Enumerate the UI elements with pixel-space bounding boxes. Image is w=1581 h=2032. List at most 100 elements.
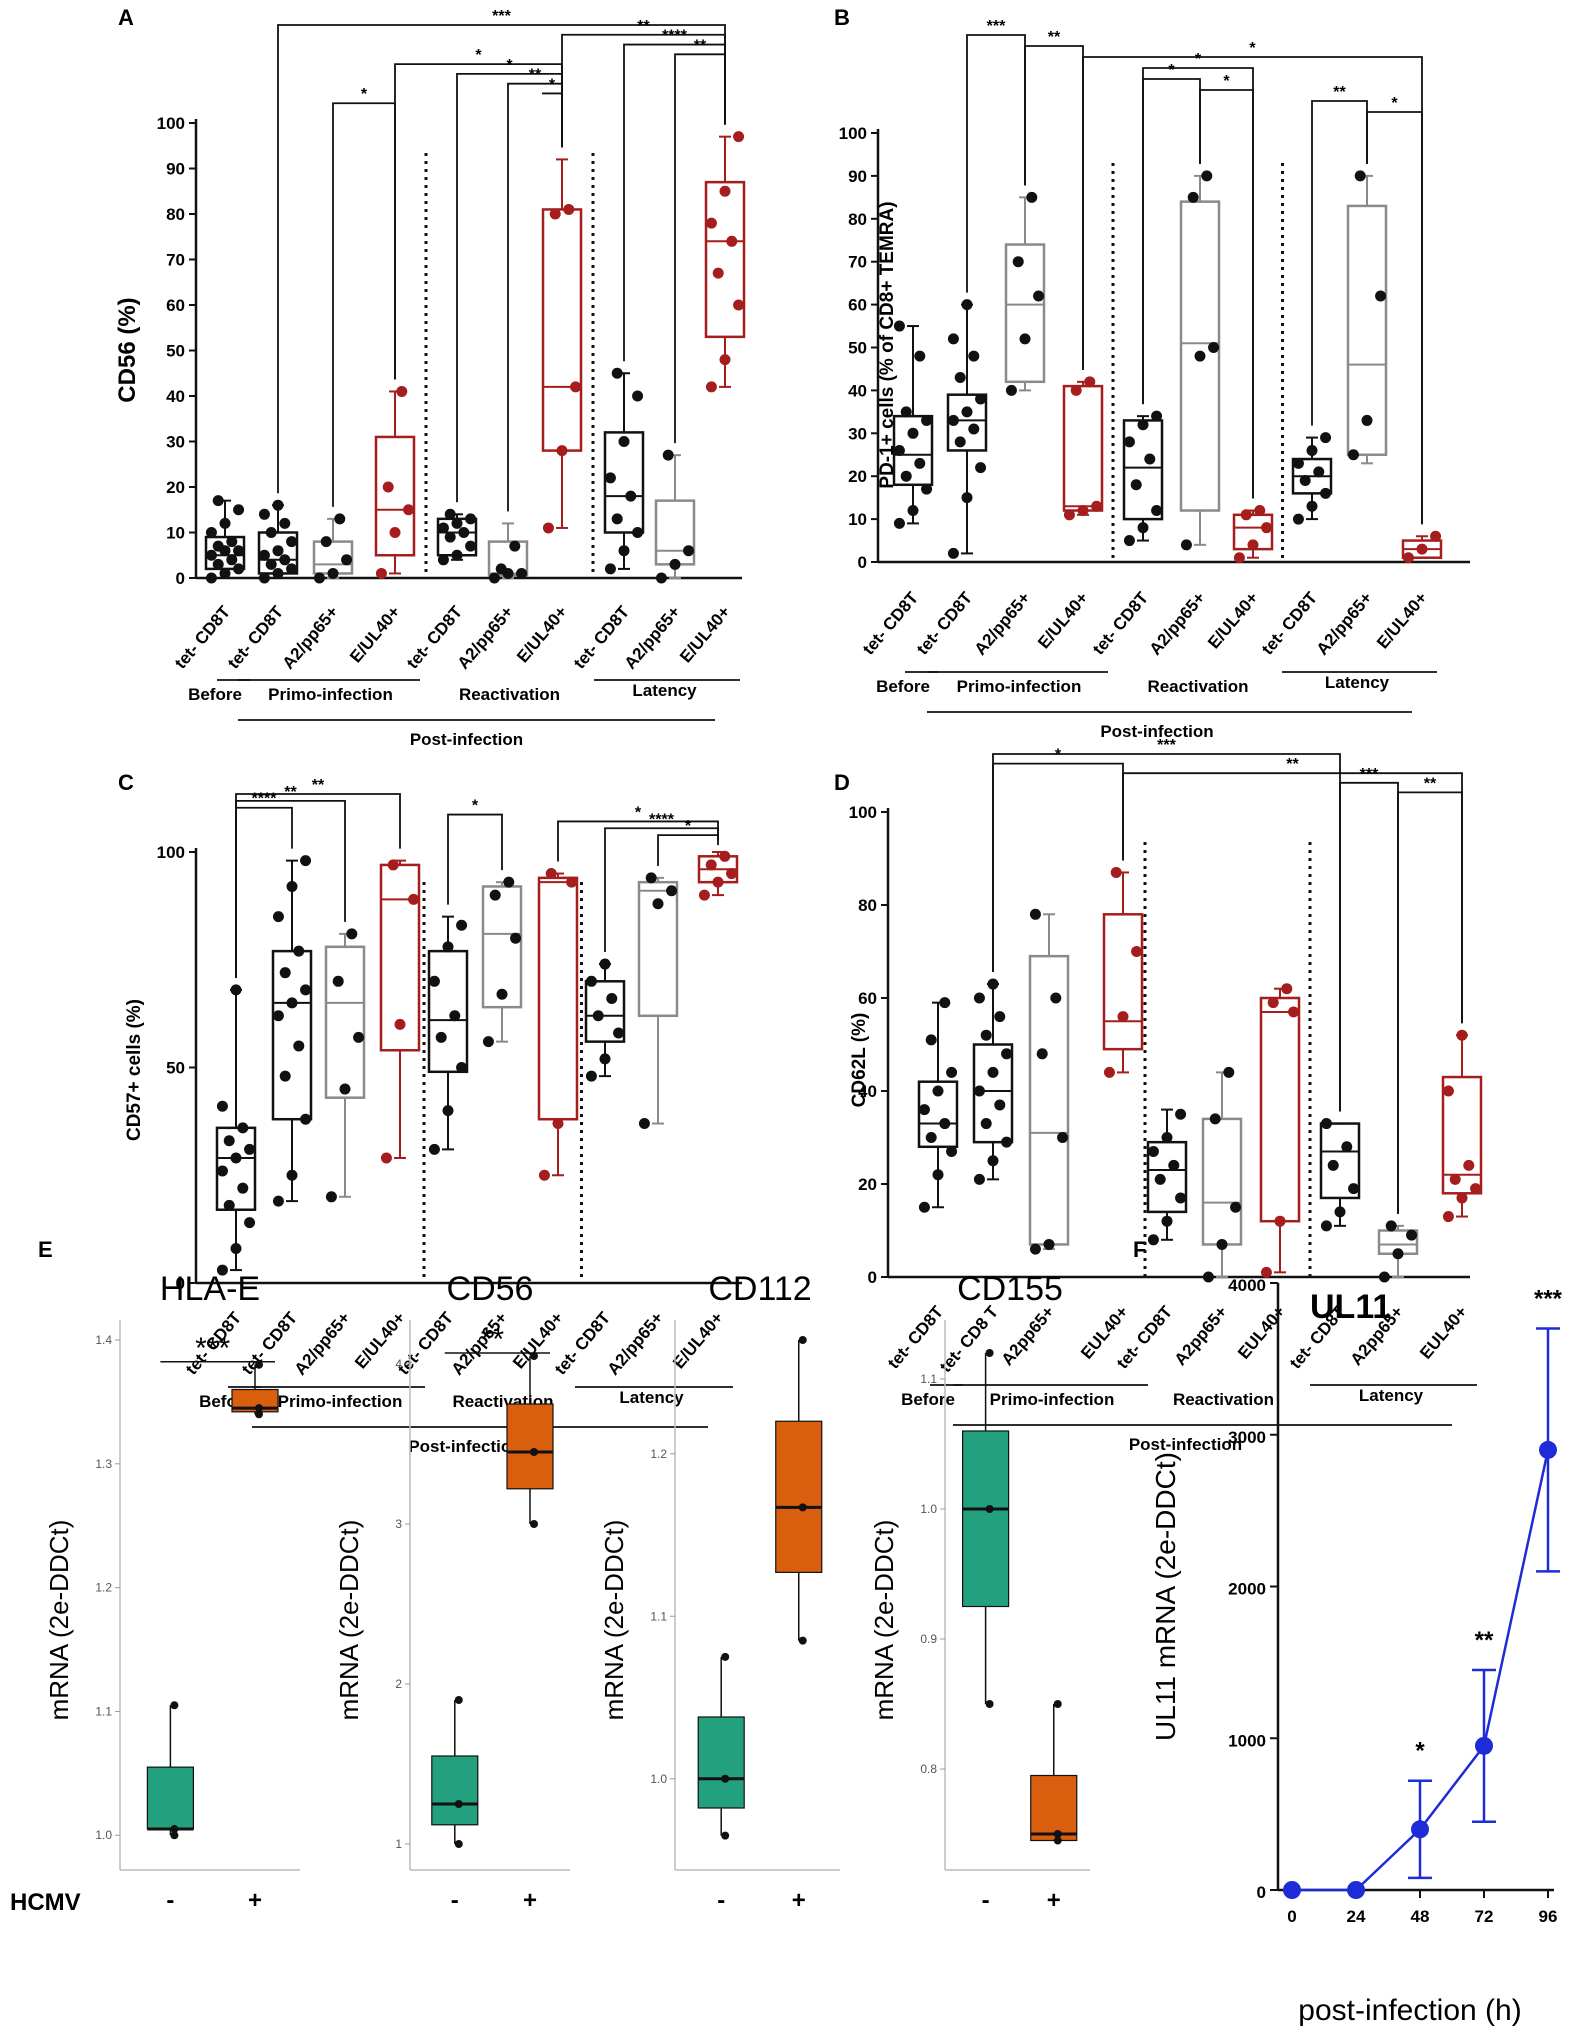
group-label-latency: Latency	[1359, 1386, 1424, 1405]
y-tick-label: 20	[858, 1175, 877, 1194]
data-point	[1240, 509, 1252, 521]
data-point	[632, 527, 644, 538]
data-point	[216, 1264, 228, 1276]
y-tick-label: 1000	[1228, 1731, 1266, 1750]
data-point	[918, 1104, 930, 1116]
data-point	[456, 919, 468, 931]
box-iqr	[215, 1126, 257, 1211]
significance-bracket: ***	[966, 18, 1026, 293]
group-label-post: Post-infection	[1100, 722, 1213, 741]
data-point	[216, 1165, 228, 1177]
data-point	[592, 1010, 604, 1022]
data-point	[798, 1503, 807, 1512]
category-label: A2/pp65+	[291, 1308, 354, 1379]
y-axis-label: UL11 mRNA (2e-DDCt)	[1150, 1452, 1181, 1741]
y-tick-label: 40	[166, 387, 185, 406]
data-point	[987, 1066, 999, 1078]
data-point	[975, 393, 987, 405]
data-point	[530, 1352, 538, 1360]
data-point	[444, 508, 456, 520]
data-point	[669, 558, 681, 570]
data-point	[170, 1831, 179, 1840]
y-tick-label: 0	[1257, 1883, 1266, 1902]
y-tick-label: 100	[157, 843, 185, 862]
y-tick-label: 0	[176, 1274, 185, 1293]
data-point	[286, 997, 298, 1009]
box-iqr	[427, 949, 469, 1074]
data-point	[604, 472, 616, 484]
data-point	[925, 1132, 937, 1143]
data-point	[719, 354, 731, 366]
box-7	[1259, 983, 1301, 1278]
box-6	[1201, 1066, 1243, 1283]
box-3	[1004, 191, 1046, 396]
data-point	[1005, 384, 1017, 396]
data-point	[1161, 1132, 1173, 1143]
x-tick-label: 96	[1539, 1907, 1558, 1926]
data-point	[353, 1031, 365, 1043]
data-point	[212, 540, 224, 552]
category-label: EUL40+	[1416, 1302, 1471, 1362]
data-point	[451, 549, 463, 561]
box-iqr	[1346, 204, 1388, 456]
box-9	[1377, 1220, 1419, 1283]
box-iqr	[1062, 384, 1104, 512]
data-point	[1320, 487, 1332, 499]
box-6	[481, 876, 523, 1048]
data-point	[1402, 552, 1414, 564]
data-point	[1036, 1048, 1048, 1060]
data-point	[1084, 376, 1096, 388]
data-point	[170, 1701, 179, 1710]
data-point	[1430, 530, 1442, 542]
data-point	[1292, 513, 1304, 525]
data-point	[721, 1831, 730, 1840]
y-axis-label: mRNA (2e-DDCt)	[334, 1520, 364, 1721]
box-8	[1291, 432, 1333, 525]
data-point	[613, 1027, 625, 1039]
data-point	[279, 967, 291, 979]
box-iqr	[231, 1388, 279, 1413]
y-tick-label: 1.1	[920, 1372, 937, 1386]
group-label-reactivation: Reactivation	[459, 685, 560, 704]
data-point	[893, 320, 905, 332]
hcmv-minus: -	[717, 1887, 725, 1914]
significance-label: *	[1168, 62, 1175, 79]
data-point	[556, 445, 568, 457]
data-point	[618, 545, 630, 557]
data-point	[279, 517, 291, 529]
data-point	[1375, 290, 1387, 302]
box-minus	[697, 1652, 745, 1840]
significance-bracket: **	[674, 37, 726, 444]
y-tick-label: 0	[176, 569, 185, 588]
data-point	[456, 1062, 468, 1073]
data-point	[1299, 474, 1311, 486]
data-point	[233, 504, 245, 516]
data-point	[563, 203, 575, 215]
significance-bracket: **	[1311, 84, 1368, 426]
data-point	[1151, 410, 1163, 422]
hcmv-minus: -	[982, 1887, 990, 1914]
data-point	[465, 540, 477, 552]
y-axis-label: mRNA (2e-DDCt)	[599, 1520, 629, 1721]
data-point	[939, 1118, 951, 1130]
y-tick-label: 90	[166, 160, 185, 179]
data-point	[733, 131, 745, 143]
hcmv-minus: -	[166, 1887, 174, 1914]
data-point	[733, 299, 745, 311]
data-point	[279, 1070, 291, 1082]
significance-label: *	[1391, 95, 1398, 112]
data-point	[286, 563, 298, 575]
data-point	[666, 885, 678, 897]
box-9	[637, 872, 679, 1130]
category-label: A2pp65+	[998, 1302, 1058, 1369]
data-point	[968, 423, 980, 435]
significance-bracket: **	[1397, 775, 1463, 1214]
box-4	[374, 385, 416, 579]
data-point	[394, 1018, 406, 1030]
subpanel-cd112: CD112 1.0 1.1 1.2 mRNA (2e-DDCt) - +	[599, 1270, 840, 1914]
data-point	[258, 508, 270, 520]
data-point	[265, 558, 277, 570]
box-iqr	[146, 1766, 194, 1830]
data-point	[552, 1118, 564, 1130]
